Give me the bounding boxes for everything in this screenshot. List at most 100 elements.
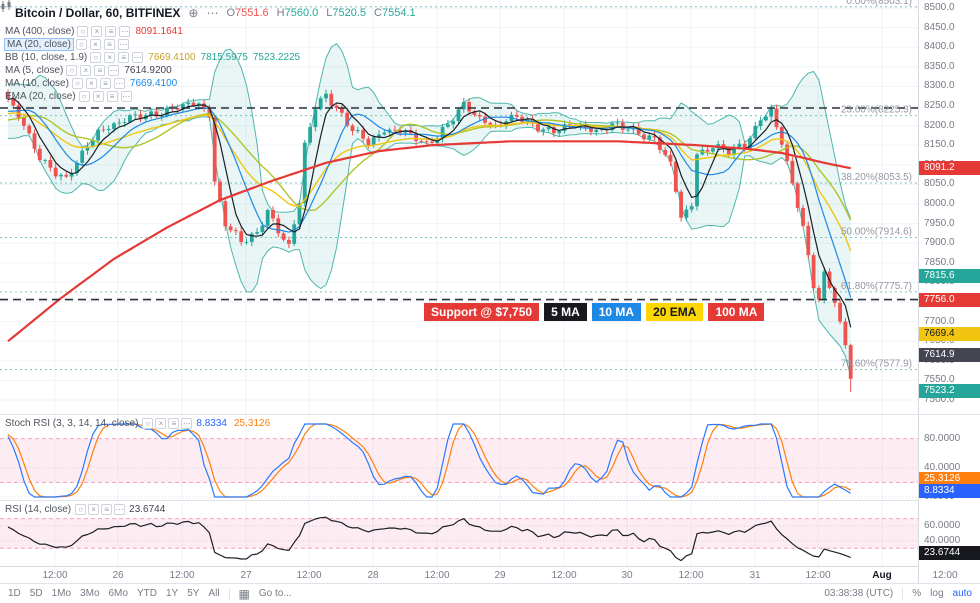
chart-annotation[interactable]: 20 EMA	[646, 303, 704, 321]
more-icon[interactable]: ⋯	[119, 26, 131, 37]
goto-button[interactable]: Go to...	[258, 588, 292, 599]
settings-icon[interactable]: ≡	[118, 52, 130, 63]
settings-icon[interactable]: ≡	[105, 26, 117, 37]
legend-row[interactable]: MA (400, close) ○ × ≡ ⋯ 8091.1641	[5, 25, 300, 38]
rsi-chart[interactable]	[0, 501, 918, 567]
more-icon[interactable]: ⋯	[114, 504, 126, 515]
more-icon[interactable]: ⋯	[132, 52, 144, 63]
price-tag: 7614.9	[919, 348, 980, 362]
eye-icon[interactable]: ○	[77, 26, 89, 37]
range-ytd-button[interactable]: YTD	[136, 588, 157, 599]
rsi-pane[interactable]: 60.0000 40.0000 23.6744 RSI (14, close) ○ ×…	[0, 500, 980, 567]
close-icon[interactable]: ×	[92, 91, 104, 102]
close-icon[interactable]: ×	[91, 26, 103, 37]
legend-label[interactable]: BB (10, close, 1.9)	[5, 52, 88, 63]
price-axis[interactable]: 7500.07550.07600.07650.07700.07750.07800…	[918, 0, 980, 414]
close-icon[interactable]: ×	[155, 418, 167, 429]
range-1mo-button[interactable]: 1Mo	[51, 588, 72, 599]
legend-row[interactable]: BB (10, close, 1.9) ○ × ≡ ⋯ 7669.4100 7815.597…	[5, 51, 300, 64]
legend-row[interactable]: MA (20, close) ○ × ≡ ⋯	[4, 38, 300, 51]
rsi-header: RSI (14, close) ○ × ≡ ⋯ 23.6744	[5, 504, 165, 515]
rsi-title: RSI (14, close)	[5, 504, 72, 515]
bottom-toolbar: 1D 5D 1Mo 3Mo 6Mo YTD 1Y 5Y All ▦ Go to.…	[0, 583, 980, 603]
chart-annotations: Support @ $7,750 5 MA 10 MA 20 EMA 100 MA	[424, 303, 765, 321]
time-axis[interactable]: 12:00 26 12:00 27 12:00 28 12:00 29 12:00 30 12:00…	[0, 566, 980, 584]
more-icon[interactable]: ⋯	[113, 78, 125, 89]
price-chart-pane[interactable]: 0.00%(8503.1) 23.60%(8225.3) 38.20%(8053.5…	[0, 0, 980, 414]
chart-annotation[interactable]: 5 MA	[544, 303, 587, 321]
range-all-button[interactable]: All	[208, 588, 220, 599]
more-icon[interactable]: ⋯	[181, 418, 193, 429]
svg-text:50.00%(7914.6): 50.00%(7914.6)	[841, 227, 912, 238]
eye-icon[interactable]: ○	[90, 52, 102, 63]
legend-row[interactable]: MA (10, close) ○ × ≡ ⋯ 7669.4100	[5, 77, 300, 90]
chart-annotation[interactable]: 100 MA	[708, 303, 765, 321]
close-icon[interactable]: ×	[80, 65, 92, 76]
log-scale-button[interactable]: log	[930, 588, 944, 599]
legend-value: 7815.5975	[200, 52, 248, 63]
price-axis-label: 8050.0	[924, 178, 955, 190]
settings-icon[interactable]: ≡	[99, 78, 111, 89]
more-icon[interactable]: ⋯	[117, 39, 129, 50]
price-axis-label: 8000.0	[924, 198, 955, 209]
legend-row[interactable]: MA (5, close) ○ × ≡ ⋯ 7614.9200	[5, 64, 300, 77]
close-icon[interactable]: ×	[89, 39, 101, 50]
more-icon[interactable]: ⋯	[206, 5, 219, 20]
percent-scale-button[interactable]: %	[912, 588, 922, 599]
close-icon[interactable]: ×	[85, 78, 97, 89]
eye-icon[interactable]: ○	[75, 504, 87, 515]
symbol-title[interactable]: Bitcoin / Dollar, 60, BITFINEX	[15, 5, 181, 20]
range-3mo-button[interactable]: 3Mo	[80, 588, 100, 599]
legend-value: 8091.1641	[135, 26, 183, 37]
chart-annotation[interactable]: 10 MA	[591, 303, 642, 321]
settings-icon[interactable]: ≡	[94, 65, 106, 76]
settings-icon[interactable]: ≡	[168, 418, 180, 429]
range-6mo-button[interactable]: 6Mo	[108, 588, 128, 599]
eye-icon[interactable]: ○	[75, 39, 87, 50]
eye-icon[interactable]: ○	[142, 418, 154, 429]
candlestick-chart[interactable]: 0.00%(8503.1) 23.60%(8225.3) 38.20%(8053.5…	[0, 0, 918, 414]
calendar-icon[interactable]: ▦	[238, 586, 250, 601]
chart-annotation[interactable]: Support @ $7,750	[424, 303, 540, 321]
legend-label[interactable]: MA (20, close)	[4, 38, 74, 51]
rsi-axis[interactable]: 60.0000 40.0000 23.6744	[918, 501, 980, 567]
svg-text:61.80%(7775.7): 61.80%(7775.7)	[841, 281, 912, 292]
more-icon[interactable]: ⋯	[120, 91, 132, 102]
settings-icon[interactable]: ≡	[103, 39, 115, 50]
close-icon[interactable]: ×	[104, 52, 116, 63]
price-axis-label: 8200.0	[924, 119, 955, 131]
eye-icon[interactable]: ○	[71, 78, 83, 89]
legend-label[interactable]: MA (400, close)	[5, 26, 75, 37]
eye-icon[interactable]: ○	[78, 91, 90, 102]
legend-label[interactable]: MA (10, close)	[5, 78, 69, 89]
price-tag: 7756.0	[919, 292, 980, 307]
close-icon[interactable]: ×	[88, 504, 100, 515]
more-icon[interactable]: ⋯	[108, 65, 120, 76]
time-axis-label: Aug	[872, 570, 892, 581]
time-axis-label: 31	[749, 570, 761, 581]
legend-row[interactable]: EMA (20, close) ○ × ≡ ⋯	[5, 90, 300, 103]
eye-icon[interactable]: ○	[66, 65, 78, 76]
time-axis-label: 12:00	[169, 570, 195, 581]
stoch-tag: 25.3126	[919, 471, 980, 486]
range-5d-button[interactable]: 5D	[29, 588, 43, 599]
legend-label[interactable]: MA (5, close)	[5, 65, 64, 76]
stoch-rsi-title: Stoch RSI (3, 3, 14, 14, close)	[5, 418, 139, 429]
price-axis-label: 7850.0	[924, 256, 955, 268]
stoch-rsi-chart[interactable]	[0, 415, 918, 501]
settings-icon[interactable]: ≡	[101, 504, 113, 515]
auto-scale-button[interactable]: auto	[952, 588, 972, 599]
time-axis-label: 27	[240, 570, 252, 581]
legend-label[interactable]: EMA (20, close)	[5, 91, 76, 102]
indicator-value: 25.3126	[234, 418, 271, 429]
range-1d-button[interactable]: 1D	[8, 588, 21, 599]
range-1y-button[interactable]: 1Y	[165, 588, 179, 599]
svg-text:0.00%(8503.1): 0.00%(8503.1)	[846, 0, 912, 7]
time-axis-label: 29	[494, 570, 506, 581]
compare-icon[interactable]: ⊕	[188, 5, 199, 20]
settings-icon[interactable]: ≡	[106, 91, 118, 102]
indicator-legend: MA (400, close) ○ × ≡ ⋯ 8091.1641 MA (20, clos…	[4, 25, 300, 103]
range-5y-button[interactable]: 5Y	[187, 588, 200, 599]
